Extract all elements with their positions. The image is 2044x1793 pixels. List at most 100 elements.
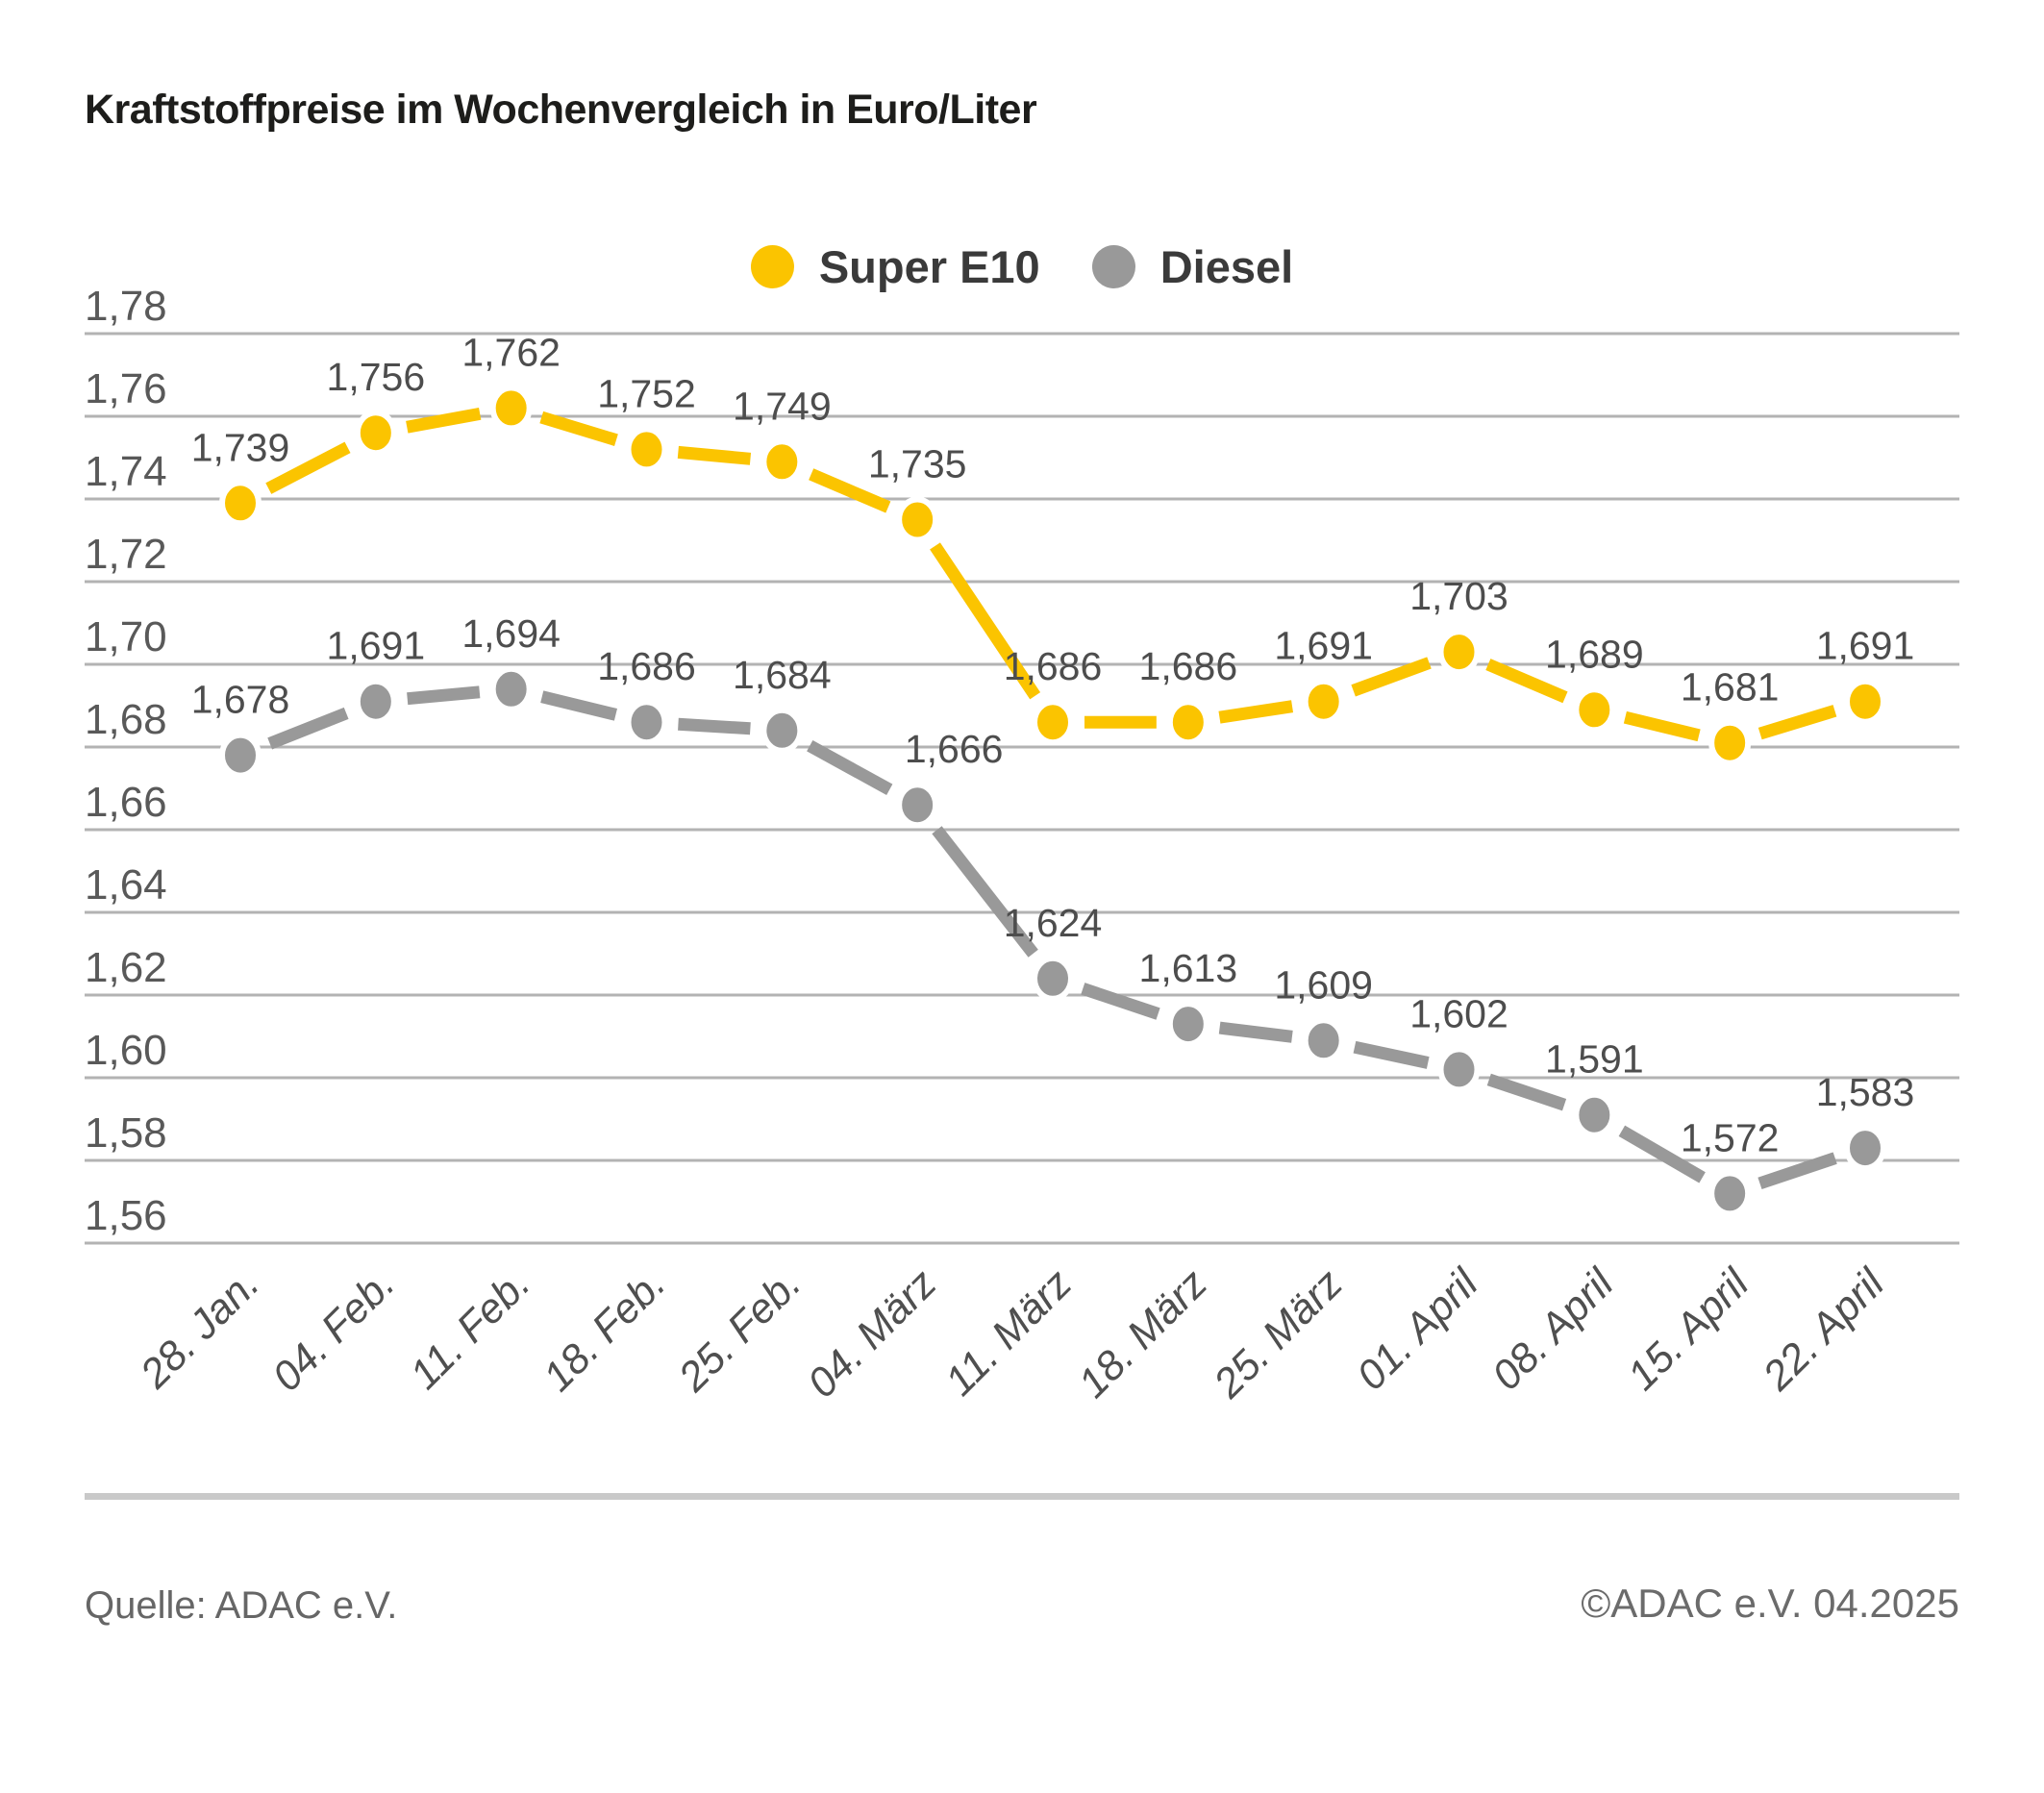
series-line-segment xyxy=(539,411,618,446)
data-point-label: 1,613 xyxy=(1139,946,1238,990)
series-line-segment xyxy=(1623,710,1701,742)
series-line-segment xyxy=(932,826,1038,958)
x-axis-labels: 28. Jan.04. Feb.11. Feb.18. Feb.25. Feb.… xyxy=(131,1259,1894,1407)
series-diesel: 1,678 1,691 1,694 1,686 1,684 1,666 1,624 1,613… xyxy=(191,611,1915,1217)
legend-label-super-e10: Super E10 xyxy=(818,241,1040,292)
data-point-marker xyxy=(1302,1017,1345,1064)
y-axis-tick-label: 1,62 xyxy=(85,944,167,991)
data-point-marker xyxy=(760,707,804,754)
data-point-marker xyxy=(1573,686,1616,734)
series-line-segment xyxy=(407,685,481,706)
data-point-marker xyxy=(354,678,397,725)
x-axis-tick-label: 08. April xyxy=(1483,1259,1623,1399)
data-point-marker xyxy=(1437,629,1481,676)
data-point-label: 1,686 xyxy=(1139,644,1238,688)
data-point-marker xyxy=(489,385,533,432)
data-point-label: 1,684 xyxy=(733,653,832,697)
series-line-segment xyxy=(1618,1125,1706,1183)
data-point-label: 1,691 xyxy=(1816,624,1915,668)
data-point-label: 1,694 xyxy=(461,611,561,656)
data-point-marker xyxy=(1437,1046,1481,1093)
data-point-label: 1,749 xyxy=(733,384,832,428)
data-point-label: 1,703 xyxy=(1409,574,1508,618)
series-line-segment xyxy=(1081,983,1160,1020)
data-point-label: 1,583 xyxy=(1816,1070,1915,1114)
y-axis-tick-label: 1,64 xyxy=(85,861,167,909)
series-line-segment xyxy=(267,707,349,750)
data-point-marker xyxy=(760,438,804,486)
gridlines-and-yticks: 1,78 1,76 1,74 1,72 1,70 1,68 1,66 1,64 1,62 1,60… xyxy=(85,283,1959,1245)
series-super-e10: 1,739 1,756 1,762 1,752 1,749 1,735 1,686 1,686… xyxy=(191,330,1915,766)
data-point-label: 1,624 xyxy=(1004,901,1103,945)
series-line-segment xyxy=(540,690,617,721)
series-line-segment xyxy=(1757,1152,1837,1190)
data-point-marker xyxy=(1708,1170,1752,1217)
series-line-segment xyxy=(1218,1021,1293,1043)
data-point-label: 1,591 xyxy=(1545,1037,1644,1082)
data-point-marker xyxy=(625,426,668,473)
y-axis-tick-label: 1,70 xyxy=(85,613,167,660)
y-axis-tick-label: 1,74 xyxy=(85,448,167,495)
series-line-segment xyxy=(1486,1073,1567,1111)
data-point-label: 1,762 xyxy=(461,330,561,374)
series-line-segment xyxy=(406,407,482,434)
legend-item-super-e10: Super E10 xyxy=(750,240,1040,293)
data-point-label: 1,681 xyxy=(1681,665,1780,710)
y-axis-tick-label: 1,72 xyxy=(85,531,167,578)
y-axis-tick-label: 1,60 xyxy=(85,1027,167,1074)
series-line-segment xyxy=(677,445,752,465)
data-point-marker xyxy=(1573,1091,1616,1138)
data-point-marker xyxy=(1032,955,1074,1002)
series-line-segment xyxy=(1485,659,1568,704)
series-line-segment xyxy=(1757,705,1837,740)
y-axis-tick-label: 1,66 xyxy=(85,779,167,826)
chart-legend: Super E10 Diesel xyxy=(0,240,2044,293)
y-axis-tick-label: 1,68 xyxy=(85,696,167,743)
series-line-segment xyxy=(1353,1040,1430,1069)
x-axis-tick-label: 28. Jan. xyxy=(131,1260,268,1398)
x-axis-tick-label: 18. Feb. xyxy=(535,1260,674,1400)
x-axis-tick-label: 11. März xyxy=(936,1260,1081,1405)
data-point-marker xyxy=(1844,678,1886,725)
x-axis-tick-label: 18. März xyxy=(1070,1260,1216,1407)
legend-label-diesel: Diesel xyxy=(1159,241,1294,292)
data-point-marker xyxy=(489,665,533,712)
data-point-marker xyxy=(1032,699,1074,746)
x-axis-tick-label: 25. März xyxy=(1205,1260,1352,1407)
source-note: Quelle: ADAC e.V. xyxy=(85,1584,398,1627)
data-point-label: 1,572 xyxy=(1681,1115,1780,1159)
copyright-note: ©ADAC e.V. 04.2025 xyxy=(1581,1581,1959,1626)
data-point-marker xyxy=(219,480,262,527)
data-point-marker xyxy=(1166,699,1209,746)
data-point-marker xyxy=(1166,1001,1209,1048)
data-point-label: 1,752 xyxy=(597,371,696,415)
x-axis-tick-label: 25. Feb. xyxy=(669,1260,810,1401)
series-line-segment xyxy=(930,542,1041,700)
data-point-label: 1,735 xyxy=(868,442,967,486)
y-axis-tick-label: 1,76 xyxy=(85,365,167,412)
x-axis-tick-label: 22. April xyxy=(1754,1259,1894,1400)
data-point-label: 1,739 xyxy=(191,425,290,469)
data-point-label: 1,756 xyxy=(327,355,426,399)
x-axis-tick-label: 04. Feb. xyxy=(263,1260,403,1400)
series-line-segment xyxy=(809,468,891,513)
y-axis-tick-label: 1,58 xyxy=(85,1109,167,1157)
series-line-segment xyxy=(678,717,751,735)
data-point-label: 1,609 xyxy=(1274,962,1373,1007)
y-axis-tick-label: 1,78 xyxy=(85,283,167,330)
data-point-marker xyxy=(1302,678,1345,725)
x-axis-tick-label: 04. März xyxy=(799,1260,945,1407)
data-point-label: 1,686 xyxy=(597,644,696,688)
data-point-label: 1,691 xyxy=(1274,624,1373,668)
data-point-label: 1,686 xyxy=(1004,644,1103,688)
series-line-segment xyxy=(265,441,351,494)
diesel-dot-icon xyxy=(1091,245,1135,288)
series-line-segment xyxy=(1351,657,1432,697)
y-axis-tick-label: 1,56 xyxy=(85,1192,167,1239)
data-point-marker xyxy=(625,699,668,746)
legend-item-diesel: Diesel xyxy=(1091,240,1294,293)
x-axis-tick-label: 11. Feb. xyxy=(401,1260,538,1398)
series-line-segment xyxy=(807,739,893,796)
